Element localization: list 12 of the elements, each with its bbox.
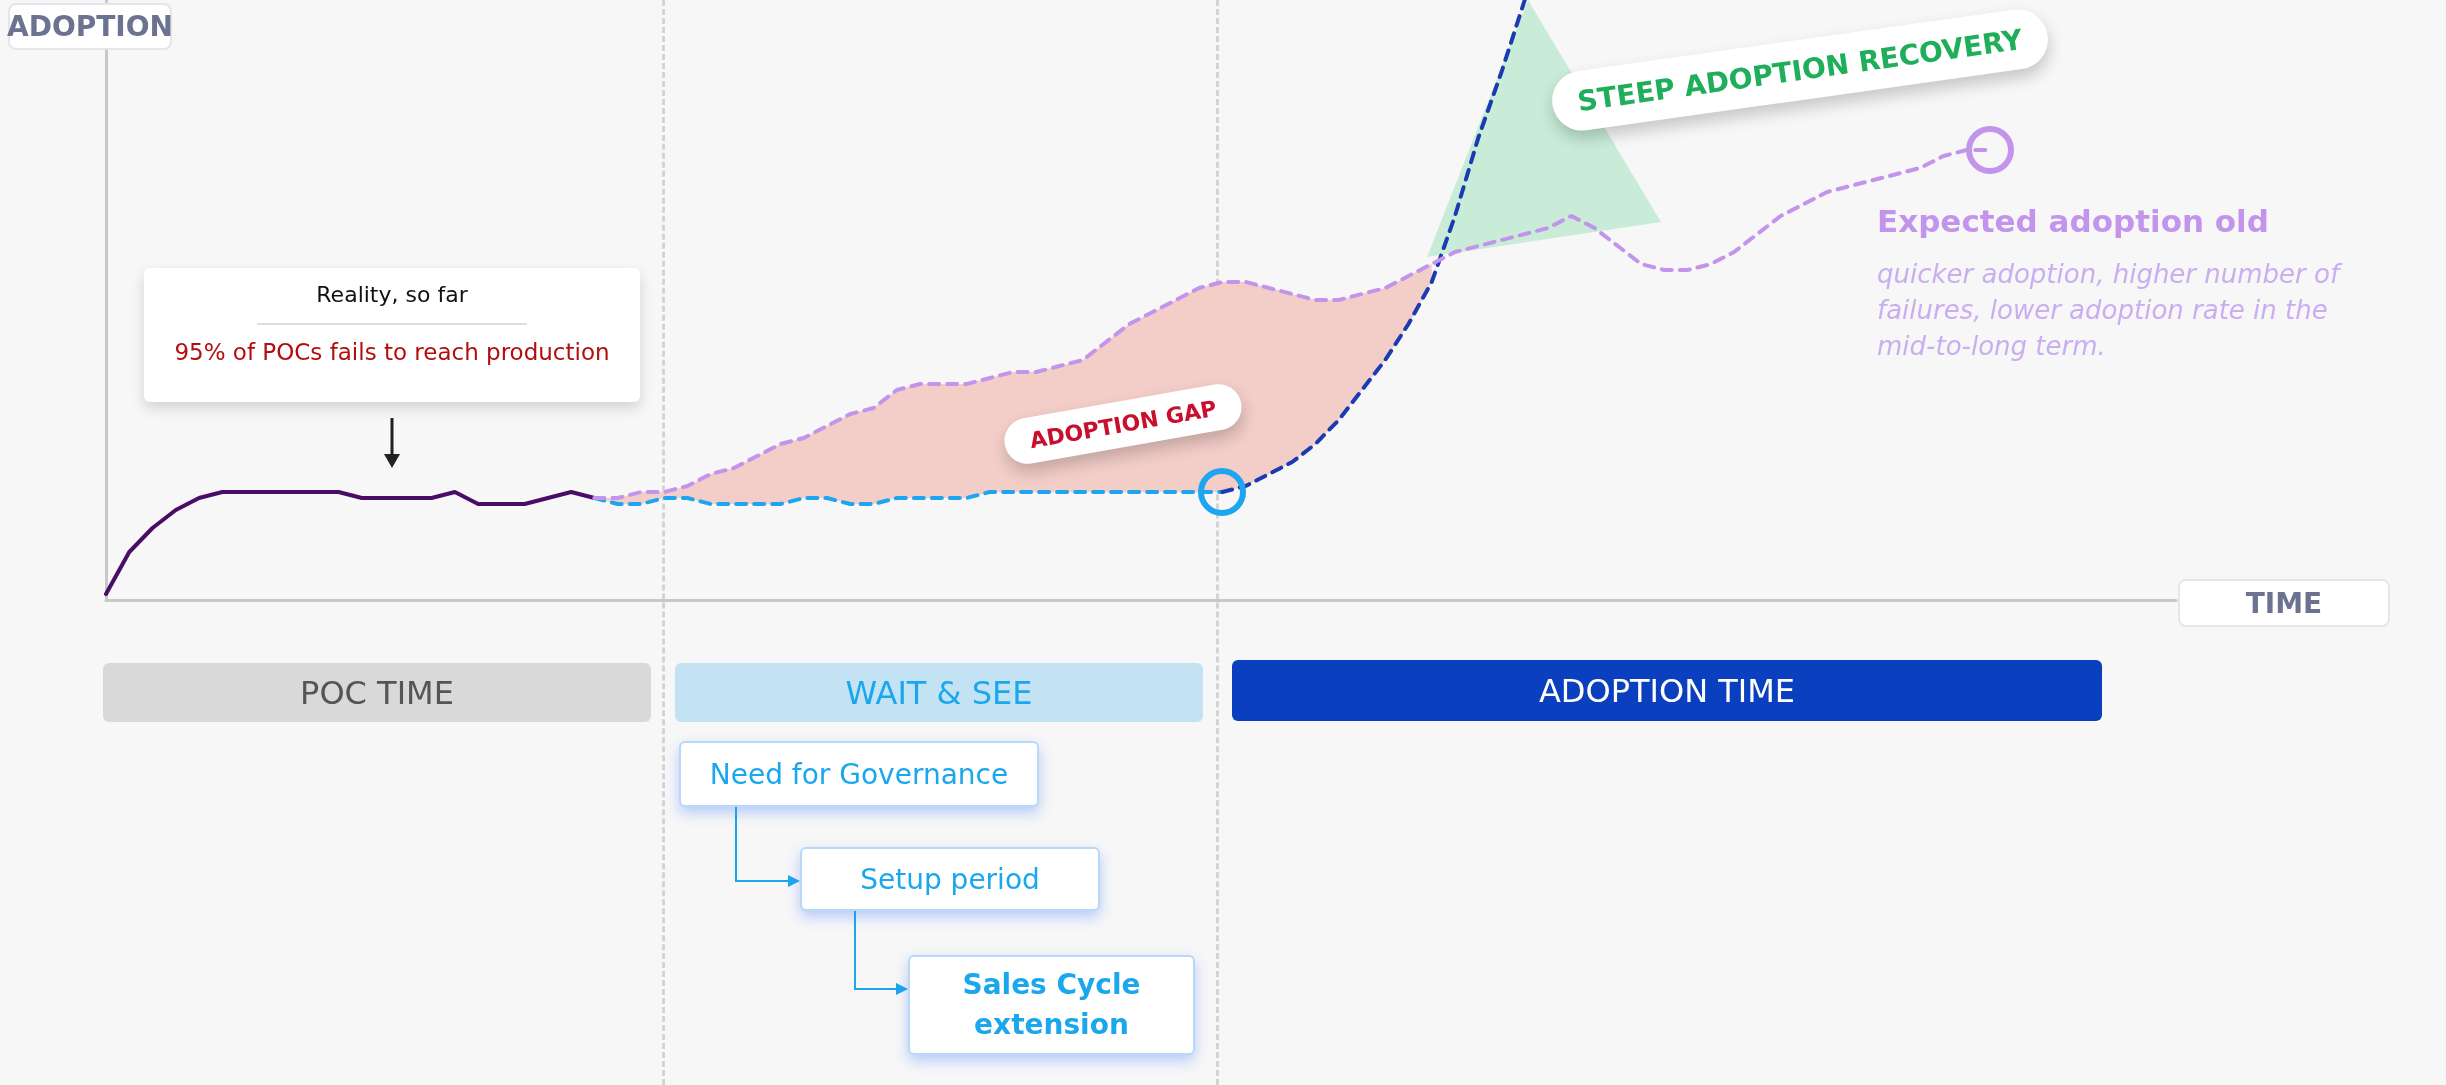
text: Sales Cycle extension: [908, 955, 1195, 1055]
series-label: Expected adoption old: [1877, 203, 2269, 239]
text: Setup period: [800, 847, 1100, 911]
y-axis-title: ADOPTION: [7, 3, 173, 50]
text: WAIT & SEE: [675, 663, 1203, 722]
text: POC TIME: [103, 663, 651, 722]
annotation: 95% of POCs fails to reach production: [173, 339, 611, 365]
text: ADOPTION TIME: [1232, 660, 2102, 721]
annotation: Reality, so far: [315, 282, 469, 307]
annotation: quicker adoption, higher number of failures, lower adoption rate in the mid-to-long term.: [1877, 258, 2344, 363]
text: Need for Governance: [679, 741, 1039, 807]
x-axis-title: TIME: [2178, 579, 2390, 627]
